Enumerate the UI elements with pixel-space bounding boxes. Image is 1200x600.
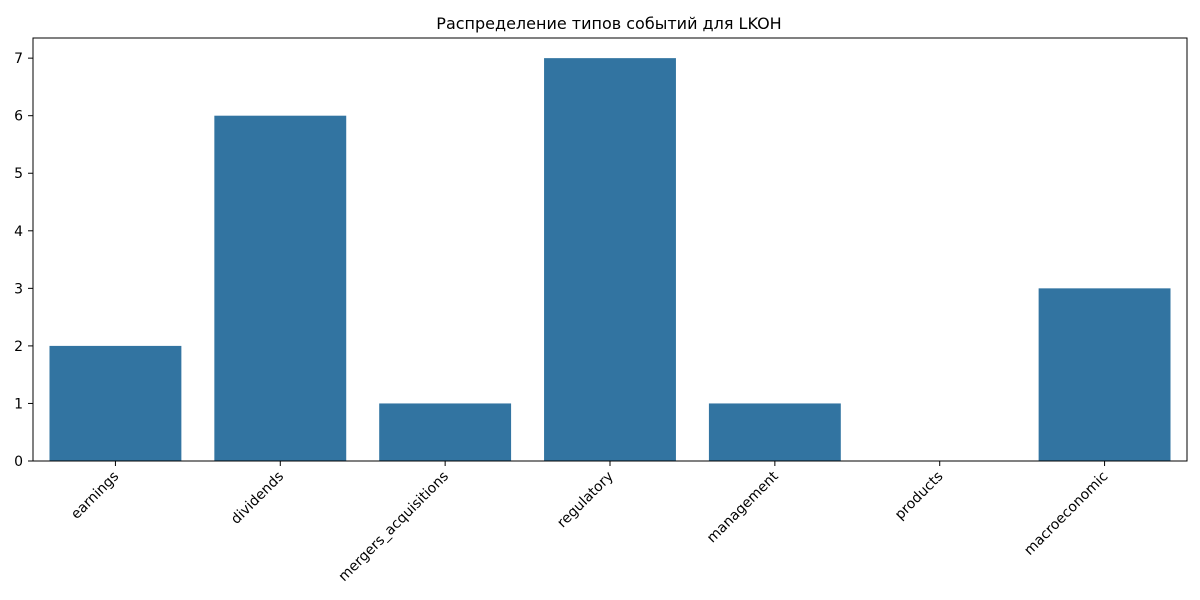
- x-tick-label: mergers_acquisitions: [336, 469, 452, 585]
- y-axis: 0 1 2 3 4 5 6 7: [14, 51, 33, 470]
- x-axis: earnings dividends mergers_acquisitions reg…: [68, 461, 1111, 585]
- y-tick-label: 7: [14, 51, 23, 67]
- bar-mergers_acquisitions: [379, 403, 512, 461]
- y-tick-label: 4: [14, 224, 23, 240]
- y-tick-label: 0: [14, 454, 23, 470]
- y-tick-label: 3: [14, 281, 23, 297]
- x-tick-label: macroeconomic: [1021, 469, 1111, 559]
- bar-macroeconomic: [1038, 288, 1171, 461]
- y-tick-label: 2: [14, 339, 23, 355]
- x-tick-label: earnings: [68, 469, 122, 523]
- x-tick-label: regulatory: [554, 469, 617, 532]
- x-tick-label: dividends: [228, 469, 287, 528]
- x-tick-label: management: [704, 468, 782, 546]
- chart-title: Распределение типов событий для LKOH: [436, 14, 781, 33]
- bar-regulatory: [544, 58, 676, 462]
- bar-earnings: [49, 345, 182, 461]
- bar-management: [708, 403, 841, 461]
- y-tick-label: 6: [14, 109, 23, 125]
- bar-dividends: [214, 115, 347, 461]
- y-tick-label: 1: [14, 396, 23, 412]
- y-tick-label: 5: [14, 166, 23, 182]
- bars-group: [49, 58, 1171, 462]
- x-tick-label: products: [892, 469, 947, 524]
- plot-frame: [32, 37, 1188, 462]
